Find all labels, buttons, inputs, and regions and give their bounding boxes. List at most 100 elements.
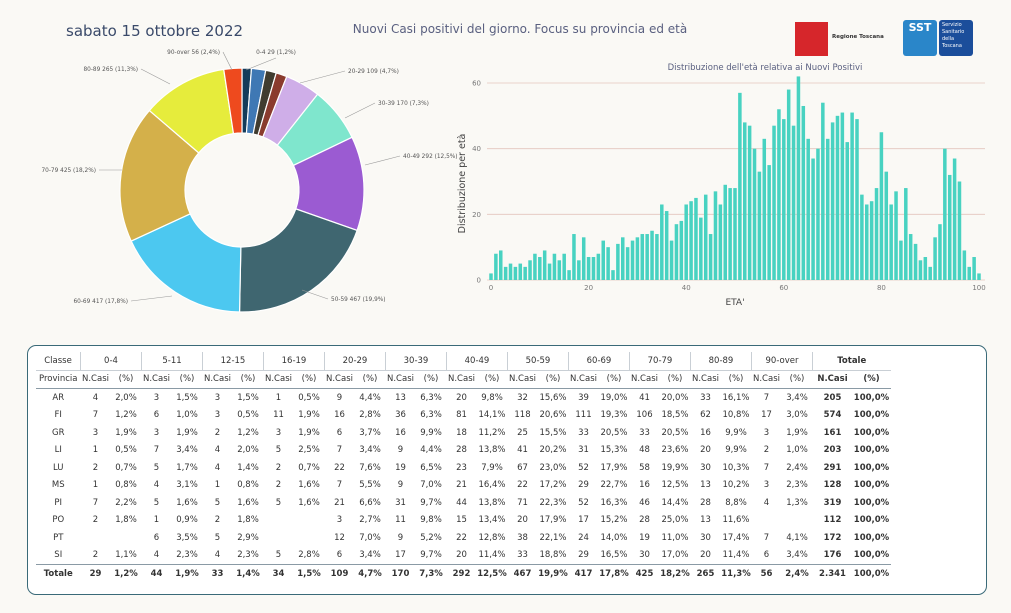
histogram-bar: [806, 138, 810, 280]
histogram-bar: [640, 234, 645, 280]
x-tick-label: 40: [682, 284, 691, 292]
ncasi-cell: 265: [690, 564, 721, 583]
donut-leader-line: [301, 289, 329, 300]
pct-cell: 9,8%: [420, 515, 442, 526]
pct-cell: 2,7%: [359, 515, 381, 526]
sst-label: Servizio Sanitario della Toscana: [939, 20, 973, 56]
ncasi-cell: 111: [575, 410, 592, 421]
ncasi-cell: 16: [395, 427, 406, 438]
pct-cell: 1,6%: [298, 497, 320, 508]
ncasi-cell: 106: [636, 410, 653, 421]
histogram-bar: [821, 102, 825, 280]
donut-chart: 0-4 29 (1,2%) 20-29 109 (4,7%) 30-39 170 (…: [41, 50, 458, 313]
table-row: PI 7 2,2% 5 1,6% 5 1,6% 5 1,6% 21 6,6% 31 9,7% 44 13,8…: [36, 494, 891, 512]
histogram-bar: [913, 243, 918, 280]
ncasi-cell: 17: [578, 515, 589, 526]
pct-cell: 13,4%: [478, 515, 506, 526]
pct-cell: 9,9%: [725, 445, 747, 456]
ncasi-header: N.Casi: [446, 370, 477, 389]
pct-cell: 22,3%: [539, 497, 567, 508]
total-ncasi-cell: 319: [823, 497, 842, 508]
total-ncasi-cell: 176: [823, 550, 842, 561]
histogram-bar: [567, 270, 571, 280]
ncasi-cell: 6: [763, 550, 770, 561]
total-ncasi-cell: 574: [823, 410, 842, 421]
ncasi-cell: 4: [153, 550, 160, 561]
ncasi-cell: 3: [214, 410, 221, 421]
ncasi-cell: 1: [92, 480, 99, 491]
pct-cell: 23,0%: [539, 462, 567, 473]
pct-cell: [294, 512, 325, 530]
sst-logo: SST Servizio Sanitario della Toscana: [903, 20, 973, 58]
classe-header: Classe: [36, 352, 81, 371]
pct-cell: 3,4%: [176, 445, 198, 456]
age-group-header: 30-39: [385, 352, 447, 371]
x-tick-label: 20: [584, 284, 593, 292]
pct-cell: 2,4%: [781, 564, 813, 583]
table-row: LI 1 0,5% 7 3,4% 4 2,0% 5 2,5% 7 3,4% 9 4,4% 28 13,8% 4…: [36, 442, 891, 460]
donut-leader-line: [222, 51, 233, 71]
age-group-header: 16-19: [263, 352, 325, 371]
histogram-bar: [538, 257, 542, 280]
histogram-bar: [601, 240, 605, 280]
total-pct-cell: 100,0%: [853, 532, 890, 543]
histogram-bar: [830, 122, 835, 281]
histogram-bar: [645, 234, 649, 280]
histogram-bar: [596, 253, 601, 280]
histogram-bar: [816, 148, 820, 280]
total-pct-cell: 100,0%: [853, 515, 890, 526]
pct-cell: 6,6%: [359, 497, 381, 508]
histogram-bar: [577, 260, 581, 280]
ncasi-cell: 417: [568, 564, 599, 583]
ncasi-cell: 7: [336, 480, 343, 491]
x-tick-label: 100: [972, 284, 985, 292]
ncasi-header: N.Casi: [324, 370, 355, 389]
provincia-cell: LI: [54, 445, 62, 456]
histogram-bar: [899, 240, 903, 280]
pct-cell: 16,1%: [722, 392, 750, 403]
ncasi-cell: 292: [446, 564, 477, 583]
histogram-bar: [796, 76, 801, 280]
ncasi-cell: 4: [214, 550, 221, 561]
ncasi-cell: 58: [639, 462, 650, 473]
ncasi-cell: 24: [578, 532, 589, 543]
pct-cell: 19,3%: [600, 410, 628, 421]
pct-cell: 17,9%: [539, 515, 567, 526]
pct-header: (%): [476, 370, 508, 389]
pct-header: (%): [659, 370, 691, 389]
histogram-bar: [655, 234, 659, 280]
histogram-bar: [904, 188, 908, 280]
pct-cell: 3,4%: [359, 550, 381, 561]
ncasi-cell: 1: [275, 392, 282, 403]
pct-header: (%): [852, 370, 891, 389]
pct-cell: 2,0%: [237, 445, 259, 456]
histogram-bar: [586, 257, 591, 280]
pct-cell: 22,7%: [600, 480, 628, 491]
donut-leader-line: [364, 155, 401, 166]
ncasi-cell: 2: [763, 445, 770, 456]
histogram-bar: [581, 237, 586, 280]
histogram-bar: [860, 194, 864, 280]
pct-cell: 13,8%: [478, 445, 506, 456]
pct-cell: 14,4%: [661, 497, 689, 508]
histogram-bar: [733, 188, 737, 280]
provincia-cell: MS: [51, 480, 65, 491]
ncasi-cell: 67: [517, 462, 528, 473]
histogram-bar: [840, 112, 845, 280]
pct-cell: 20,2%: [539, 445, 567, 456]
pct-cell: 18,2%: [659, 564, 691, 583]
ncasi-cell: 3: [763, 480, 770, 491]
sst-mark: SST: [903, 20, 937, 56]
pct-cell: 0,8%: [237, 480, 259, 491]
ncasi-header: N.Casi: [690, 370, 721, 389]
pct-cell: 1,2%: [110, 564, 142, 583]
ncasi-header: N.Casi: [507, 370, 538, 389]
ncasi-cell: 5: [153, 497, 160, 508]
ncasi-cell: 170: [385, 564, 416, 583]
ncasi-cell: 7: [336, 445, 343, 456]
donut-slice-label: 30-39 170 (7,3%): [378, 101, 429, 107]
pct-cell: 17,8%: [598, 564, 630, 583]
ncasi-cell: 109: [324, 564, 355, 583]
total-ncasi-cell: 205: [823, 392, 842, 403]
histogram-bar: [694, 197, 698, 280]
